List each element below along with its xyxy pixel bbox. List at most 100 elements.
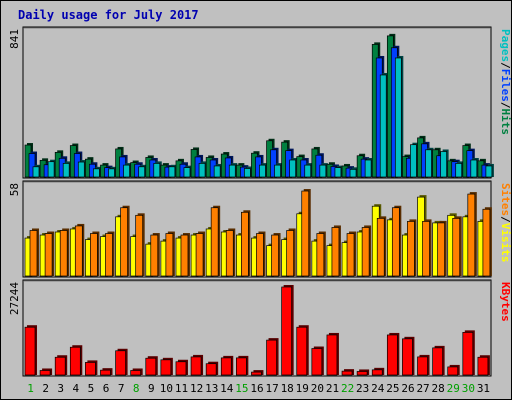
bar-pages-day-12 [198, 161, 208, 178]
bar-sites-day-11 [180, 233, 190, 277]
bar-kbytes-day-13 [205, 361, 219, 376]
bar-sites-day-18 [286, 228, 296, 277]
bar-kbytes-day-10 [160, 357, 173, 376]
bar-kbytes-day-7 [115, 348, 128, 376]
bar-sites-day-8 [135, 213, 145, 277]
bar-pages-day-23 [364, 157, 374, 178]
bar-sites-day-2 [44, 231, 55, 277]
day-label: 28 [432, 382, 445, 395]
day-label: 6 [103, 382, 110, 395]
bar-sites-day-14 [225, 228, 236, 277]
bar-kbytes-day-19 [296, 325, 309, 376]
bar-kbytes-day-17 [266, 338, 279, 376]
day-label: 5 [88, 382, 95, 395]
bar-kbytes-day-4 [69, 345, 83, 376]
day-label: 13 [205, 382, 218, 395]
bar-pages-day-9 [153, 161, 162, 178]
bar-pages-day-6 [108, 166, 117, 178]
bar-kbytes-day-23 [356, 369, 370, 376]
bar-sites-day-19 [301, 189, 311, 277]
bar-sites-day-17 [271, 233, 281, 277]
legend-visits: Visits [499, 223, 512, 263]
day-label: 22 [341, 382, 354, 395]
bar-kbytes-day-29 [447, 364, 460, 376]
bar-kbytes-day-26 [402, 336, 415, 376]
day-axis: 1 2 3 4 5 6 7 8 9 10 11 12 13 14 15 16 17 18 19 20 21 22 23 24 2… [27, 382, 490, 395]
bar-sites-day-4 [74, 223, 85, 277]
bar-kbytes-day-9 [145, 356, 158, 376]
bar-sites-day-5 [90, 231, 100, 277]
panel-kbytes: 27244 KBytes [8, 279, 512, 377]
bar-sites-day-22 [346, 231, 357, 277]
bar-sites-day-10 [165, 231, 175, 277]
bar-sites-day-7 [120, 205, 130, 277]
day-label: 25 [386, 382, 399, 395]
bar-kbytes-day-1 [24, 325, 37, 376]
bar-kbytes-day-24 [371, 367, 385, 376]
bar-pages-day-29 [455, 161, 464, 178]
bar-pages-day-11 [183, 165, 192, 178]
bar-pages-day-16 [259, 163, 268, 178]
day-label: 4 [73, 382, 80, 395]
bar-pages-day-10 [168, 164, 177, 178]
legend-separator: / [499, 62, 512, 69]
bar-pages-day-19 [304, 163, 313, 178]
bar-pages-day-13 [213, 163, 223, 178]
bar-pages-day-28 [440, 149, 449, 178]
day-label: 30 [462, 382, 475, 395]
bar-pages-day-25 [394, 55, 404, 178]
day-label: 24 [371, 382, 385, 395]
day-label: 23 [356, 382, 369, 395]
bar-sites-day-24 [376, 216, 387, 277]
bar-kbytes-day-20 [311, 346, 324, 376]
day-label: 21 [326, 382, 339, 395]
day-label: 10 [160, 382, 173, 395]
bar-pages-day-20 [319, 163, 328, 178]
bar-sites-day-31 [482, 207, 492, 277]
day-label: 9 [148, 382, 155, 395]
day-label: 19 [296, 382, 309, 395]
day-label: 7 [118, 382, 125, 395]
bar-pages-day-15 [244, 166, 253, 178]
panel-max-label: 58 [8, 183, 21, 196]
bar-kbytes-day-11 [175, 359, 188, 376]
bar-pages-day-5 [93, 166, 102, 178]
bar-kbytes-day-30 [462, 330, 475, 376]
bar-sites-day-20 [316, 231, 326, 277]
bar-kbytes-day-25 [386, 332, 400, 376]
bar-pages-day-26 [410, 142, 419, 178]
bar-sites-day-6 [105, 231, 115, 277]
bar-sites-day-12 [195, 231, 206, 277]
panel-visits_sites: 58 Sites/Visits [8, 180, 512, 278]
day-label: 17 [265, 382, 278, 395]
bar-pages-day-24 [379, 72, 389, 178]
bar-pages-day-1 [32, 164, 41, 178]
legend-hits: Hits [499, 109, 512, 136]
panel-legend: Pages/Files/Hits [499, 29, 512, 135]
legend-pages: Pages [499, 29, 512, 62]
day-label: 11 [175, 382, 188, 395]
panel-legend: KBytes [499, 282, 512, 322]
panel-legend: Sites/Visits [499, 183, 512, 263]
legend-separator: / [499, 216, 512, 223]
legend-kbytes: KBytes [499, 282, 512, 322]
chart-title: Daily usage for July 2017 [18, 8, 199, 22]
bar-pages-day-8 [138, 164, 147, 178]
bar-pages-day-27 [425, 147, 434, 178]
bar-kbytes-day-3 [54, 355, 68, 376]
bar-kbytes-day-31 [477, 355, 490, 376]
day-label: 14 [220, 382, 234, 395]
day-label: 12 [190, 382, 203, 395]
bar-pages-day-30 [470, 157, 479, 178]
day-label: 1 [27, 382, 34, 395]
bar-sites-day-9 [150, 233, 160, 277]
bar-sites-day-26 [407, 219, 417, 277]
bar-kbytes-day-2 [39, 368, 53, 376]
day-label: 20 [311, 382, 324, 395]
bar-sites-day-30 [467, 192, 477, 277]
bar-pages-day-4 [77, 160, 87, 178]
bar-sites-day-15 [241, 210, 251, 277]
bar-kbytes-day-8 [130, 368, 143, 376]
bar-kbytes-day-28 [432, 345, 445, 376]
